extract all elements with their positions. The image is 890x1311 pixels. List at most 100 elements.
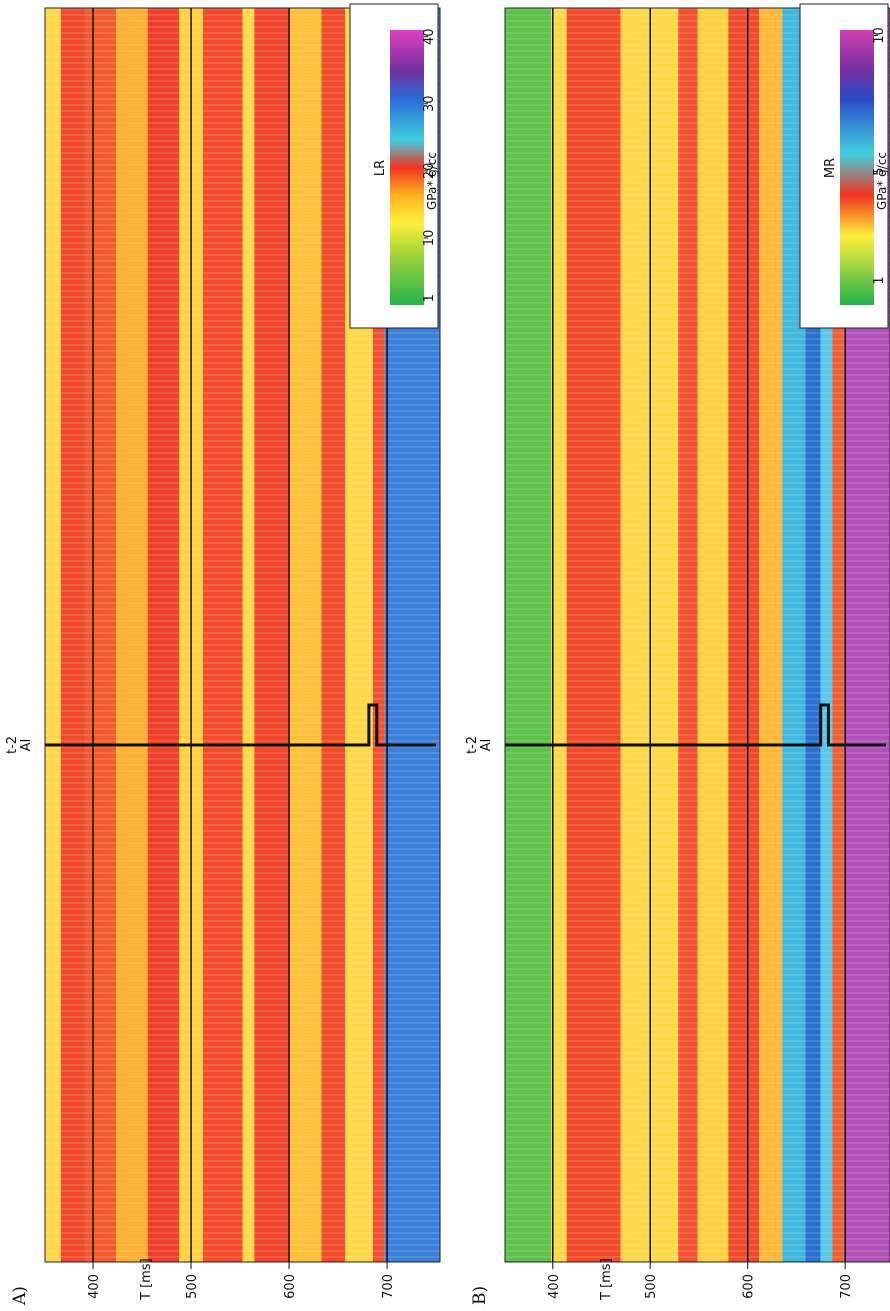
trace-texture [45,824,440,826]
trace-texture [45,764,440,766]
trace-texture [45,662,440,664]
colorbar-title: LR [373,160,388,176]
trace-texture [45,902,440,904]
trace-texture [45,614,440,616]
trace-texture [505,644,890,646]
trace-texture [45,1052,440,1054]
trace-texture [45,842,440,844]
trace-texture [505,398,890,400]
trace-texture [505,902,890,904]
trace-texture [45,986,440,988]
trace-texture [45,878,440,880]
trace-texture [505,710,890,712]
trace-texture [45,1160,440,1162]
trace-texture [505,602,890,604]
trace-texture [505,1256,890,1258]
trace-texture [45,692,440,694]
trace-texture [45,1016,440,1018]
trace-texture [505,536,890,538]
trace-texture [505,1088,890,1090]
trace-texture [505,890,890,892]
trace-texture [45,1130,440,1132]
well-name: t-2 [5,736,20,754]
colorbar-unit: GPa* g/cc [425,152,439,210]
trace-texture [505,470,890,472]
trace-texture [505,386,890,388]
tick-label: 600 [283,1274,298,1299]
trace-texture [505,812,890,814]
trace-texture [45,596,440,598]
colorbar-title: MR [823,158,838,178]
trace-texture [505,806,890,808]
colorbar [390,30,424,305]
trace-texture [505,1058,890,1060]
trace-texture [45,590,440,592]
log-name: AI [479,739,494,752]
trace-texture [45,836,440,838]
trace-texture [45,908,440,910]
trace-texture [505,686,890,688]
trace-texture [505,350,890,352]
trace-texture [45,770,440,772]
trace-texture [45,1118,440,1120]
trace-texture [505,848,890,850]
trace-texture [45,632,440,634]
layer [678,8,697,1262]
trace-texture [505,512,890,514]
layer [322,8,346,1262]
trace-texture [45,1250,440,1252]
trace-texture [45,494,440,496]
trace-texture [45,734,440,736]
trace-texture [45,644,440,646]
trace-texture [505,980,890,982]
trace-texture [45,398,440,400]
trace-texture [505,698,890,700]
trace-texture [505,920,890,922]
trace-texture [505,542,890,544]
trace-texture [505,530,890,532]
trace-texture [505,1070,890,1072]
trace-texture [45,386,440,388]
trace-texture [505,1106,890,1108]
trace-texture [45,524,440,526]
figure: 400500600700T [ms]A)t-2AI110203040LRGPa*… [0,0,890,1311]
trace-texture [505,662,890,664]
trace-texture [505,554,890,556]
trace-texture [505,566,890,568]
trace-texture [505,1028,890,1030]
trace-texture [505,974,890,976]
trace-texture [505,1202,890,1204]
trace-texture [45,1190,440,1192]
trace-texture [505,830,890,832]
trace-texture [505,1220,890,1222]
colorbar [840,30,874,305]
tick-label: 600 [742,1274,757,1299]
trace-texture [45,584,440,586]
trace-texture [45,560,440,562]
trace-texture [45,704,440,706]
trace-texture [505,692,890,694]
trace-texture [45,1082,440,1084]
tick-label: 500 [185,1274,200,1299]
layer [45,8,61,1262]
trace-texture [45,650,440,652]
trace-texture [45,608,440,610]
trace-texture [505,626,890,628]
trace-texture [45,356,440,358]
trace-texture [505,992,890,994]
trace-texture [45,620,440,622]
trace-texture [45,740,440,742]
trace-texture [45,944,440,946]
trace-texture [45,506,440,508]
trace-texture [505,452,890,454]
trace-texture [505,914,890,916]
trace-texture [45,338,440,340]
trace-texture [45,350,440,352]
trace-texture [505,464,890,466]
trace-texture [45,848,440,850]
trace-texture [45,416,440,418]
trace-texture [505,596,890,598]
trace-texture [505,632,890,634]
trace-texture [45,1214,440,1216]
trace-texture [505,878,890,880]
